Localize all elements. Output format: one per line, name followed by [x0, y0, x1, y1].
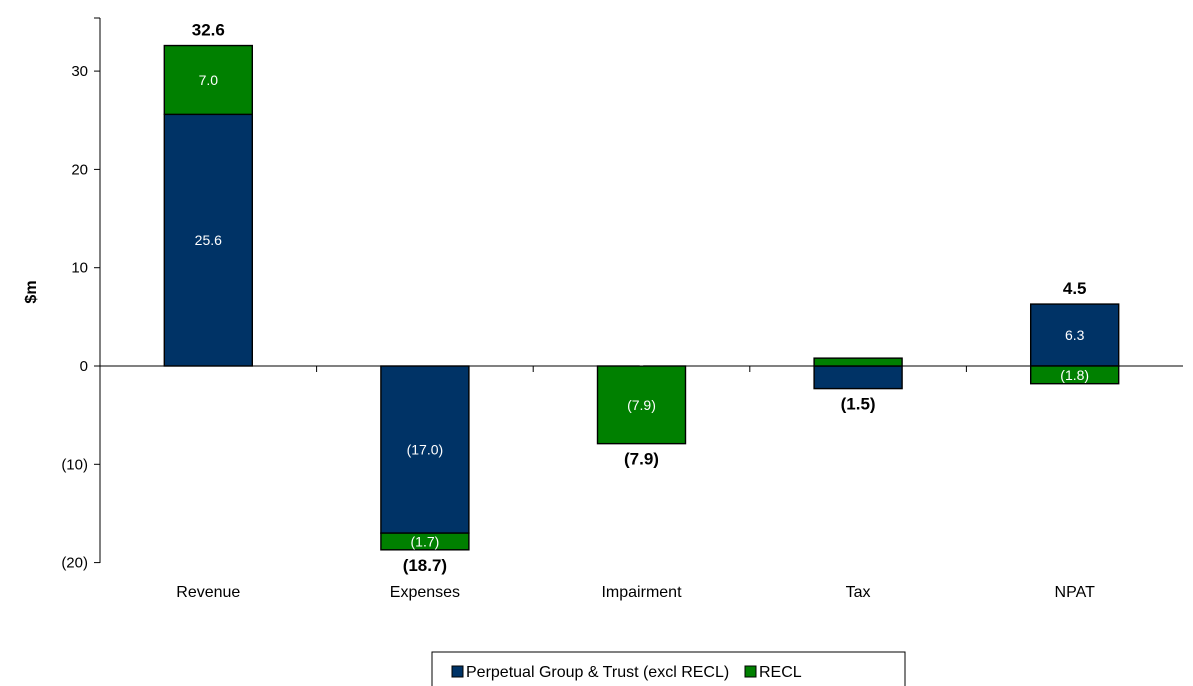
bar-segment-label: (7.9) — [627, 397, 656, 413]
bar-segment-label: 6.3 — [1065, 327, 1085, 343]
total-label: (7.9) — [624, 450, 659, 469]
legend-entry: Perpetual Group & Trust (excl RECL) — [466, 664, 729, 681]
y-tick-label: 30 — [71, 63, 88, 80]
y-tick-label: 0 — [80, 358, 88, 375]
bar-segment — [813, 365, 903, 390]
bar-segment — [813, 357, 903, 367]
total-label: 4.5 — [1063, 279, 1087, 298]
bar-segment — [163, 44, 254, 116]
category-label: Revenue — [176, 584, 240, 601]
total-label: (18.7) — [403, 556, 447, 575]
y-tick-label: 20 — [71, 161, 88, 178]
total-label: (1.5) — [841, 395, 876, 414]
bar-segment-label: 7.0 — [199, 72, 219, 88]
category-label: NPAT — [1055, 584, 1096, 601]
total-label: 32.6 — [192, 21, 225, 40]
legend-box — [431, 651, 906, 686]
category-label: Expenses — [390, 584, 460, 601]
y-axis-title: $m — [23, 280, 40, 303]
bar-segment-label: (1.7) — [411, 533, 440, 549]
bar-segment-label: 25.6 — [195, 232, 222, 248]
category-label: Tax — [846, 584, 871, 601]
bar-segment — [596, 365, 687, 445]
y-tick-label: 10 — [71, 260, 88, 277]
bar-segment-label: (17.0) — [407, 442, 444, 458]
legend-swatch — [744, 665, 757, 678]
bar-segment — [380, 532, 470, 551]
legend-entry: RECL — [759, 664, 802, 681]
bar-segment — [163, 113, 254, 367]
bar-segment-label: - — [639, 356, 644, 372]
legend-swatch — [451, 665, 464, 678]
category-label: Impairment — [601, 584, 682, 601]
y-tick-label: (10) — [61, 456, 88, 473]
y-tick-label: (20) — [61, 555, 88, 572]
bar-segment-label: (1.8) — [1060, 367, 1089, 383]
